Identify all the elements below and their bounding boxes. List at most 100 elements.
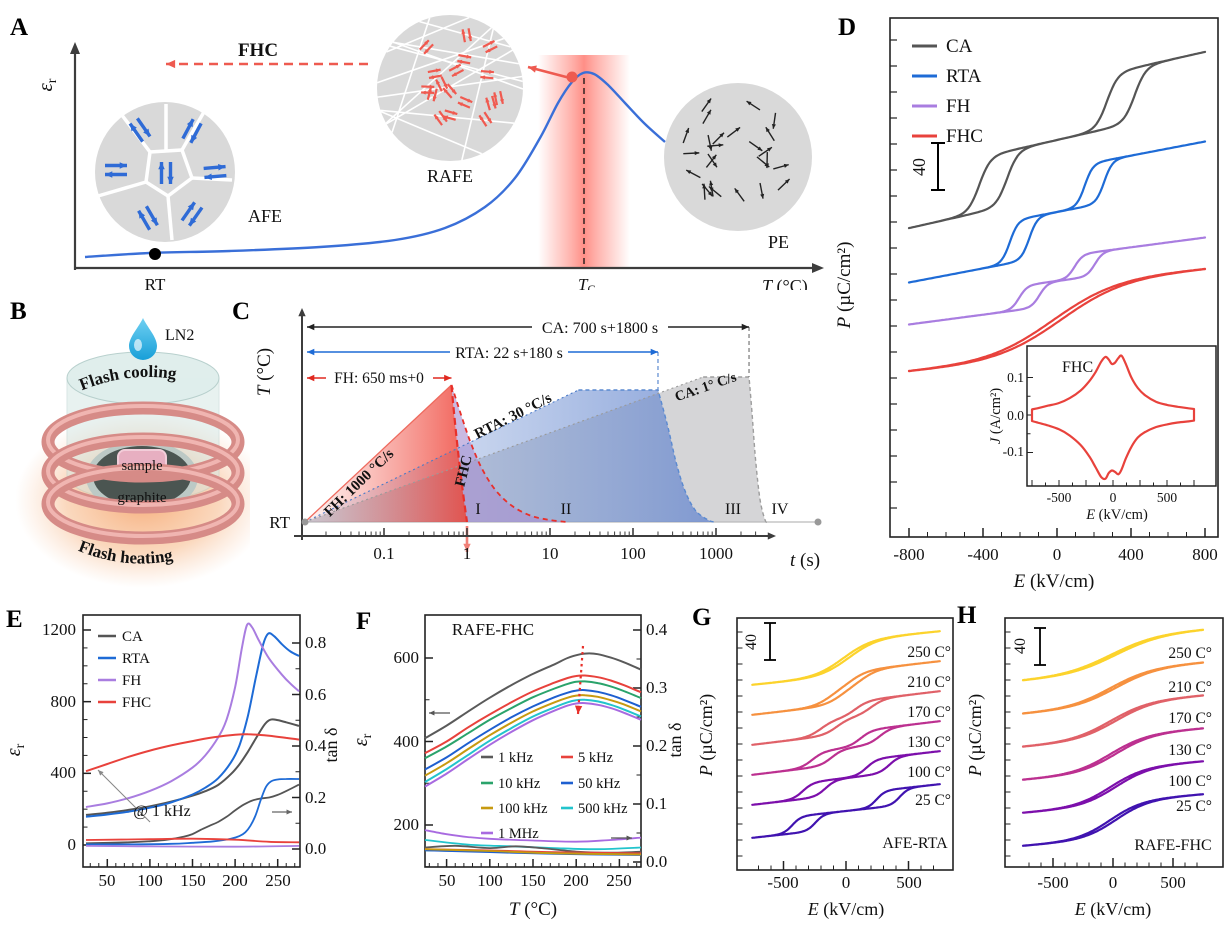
eps-curve-100 kHz: [424, 694, 642, 777]
arrowhead: [487, 118, 492, 123]
arrowhead: [626, 835, 632, 841]
arrowhead: [706, 109, 711, 115]
f-legend-1khz: 1 kHz: [498, 750, 534, 766]
arrowhead: [709, 180, 714, 186]
pe-loop-210 C°: [1021, 661, 1205, 715]
e-note-1khz: @ 1 kHz: [133, 803, 190, 820]
arrowhead: [429, 75, 434, 80]
a-ylabel: εr: [33, 78, 60, 91]
arrowhead: [158, 162, 165, 170]
arrowhead: [143, 128, 150, 137]
arrowhead: [189, 217, 197, 226]
arrowhead: [442, 116, 447, 122]
rafe-domain-walls: [386, 16, 470, 53]
graphite-label: graphite: [117, 490, 166, 506]
g-temp-250: 250 C°: [907, 644, 951, 661]
pe-loop-100 C°: [1021, 760, 1205, 814]
arrowhead: [712, 162, 717, 168]
f-xtick-150: 150: [520, 871, 546, 890]
f-rtick-03: 0.3: [646, 678, 667, 697]
f-legend-1mhz: 1 MHz: [498, 826, 539, 842]
panel-g-afe-rta-loops: 40 250 C° 210 C° 170 C° 130 C° 100 C° 25…: [696, 617, 954, 920]
heater-coil-highlight: [46, 466, 240, 538]
arrowhead: [711, 154, 717, 160]
ca-span-label: CA: 700 s+1800 s: [542, 320, 658, 337]
panel-label-d: D: [838, 14, 857, 41]
afe-domain-walls: [144, 148, 195, 199]
arrowhead: [444, 374, 452, 382]
arrowhead: [767, 532, 776, 540]
eps-curve-CA: [85, 718, 300, 816]
rafe-dipole-pair: [478, 111, 493, 127]
f-title: RAFE-FHC: [452, 620, 534, 639]
afe-dipole-pair: [158, 162, 174, 184]
g-xlabel: E (kV/cm): [807, 899, 884, 920]
arrowhead: [443, 83, 448, 89]
eps-curve-10 kHz: [424, 680, 642, 760]
arrowhead: [421, 90, 426, 95]
arrowhead: [741, 323, 750, 331]
fhc-curve-label: FHC: [453, 454, 476, 489]
afe-dipole-pair: [203, 163, 227, 181]
plot-frame: [889, 17, 1219, 538]
d-xtick-0: 0: [1053, 545, 1062, 564]
a-x-arrowhead: [812, 263, 824, 273]
tan-curve-FH: [85, 845, 300, 848]
arrowhead: [307, 323, 315, 331]
pe-loop-FH: [907, 236, 1207, 326]
rta-hold-decay-line: [578, 389, 715, 523]
rafe-domain-walls: [419, 20, 511, 48]
arrowhead: [499, 98, 504, 104]
d-legend-fh: FH: [946, 96, 971, 117]
d-xtick-m800: -800: [893, 545, 924, 564]
g-scalebar-label: 40: [743, 634, 760, 650]
afe-domain-walls: [97, 180, 147, 198]
arrowhead: [98, 770, 104, 776]
eps-curve-FHC: [85, 733, 300, 773]
f-rtick-00: 0.0: [646, 852, 667, 871]
arrowhead: [424, 40, 429, 45]
afe-dipole-pair: [181, 118, 203, 144]
arrowhead: [130, 123, 137, 132]
rafe-dipole-pair: [482, 40, 498, 54]
rafe-dipole-pair: [442, 83, 458, 99]
arrowhead: [307, 374, 315, 382]
g-corner: AFE-RTA: [882, 835, 948, 852]
arrowhead: [466, 54, 472, 59]
arrowhead: [708, 145, 713, 151]
rafe-dipole-pair: [448, 63, 465, 78]
ca-ramp-line: [304, 376, 704, 523]
panel-label-e: E: [6, 606, 23, 633]
f-legend-10khz: 10 kHz: [498, 776, 541, 792]
h-xtick-500: 500: [1160, 873, 1186, 892]
arrowhead: [783, 163, 789, 168]
eps-curve-FH: [85, 622, 300, 808]
h-temp-100: 100 C°: [1168, 773, 1212, 790]
arrowhead: [746, 101, 752, 106]
pe-loop-170 C°: [1021, 694, 1205, 748]
panel-label-a: A: [10, 14, 29, 41]
pe-loop-25 C°: [751, 783, 941, 839]
arrowhead: [167, 176, 174, 184]
d-inset-ytick-m01: -0.1: [1003, 444, 1024, 459]
pe-loop-250 C°: [751, 630, 941, 686]
arrowhead: [485, 97, 490, 103]
tan-curve-RTA: [85, 778, 300, 846]
h-temp-250: 250 C°: [1168, 645, 1212, 662]
arrowhead: [489, 69, 494, 74]
fhc-label: FHC: [238, 40, 278, 61]
rt-end-dot: [814, 518, 822, 526]
arrowhead: [528, 65, 537, 73]
h-corner: RAFE-FHC: [1134, 837, 1211, 854]
d-inset-title: FHC: [1062, 359, 1093, 376]
arrowhead: [784, 179, 790, 184]
arrowhead: [467, 98, 473, 103]
d-inset-ytick-00: 0.0: [1007, 408, 1024, 423]
d-xlabel: E (kV/cm): [1013, 571, 1095, 592]
g-ylabel: P (µC/cm²): [696, 694, 717, 777]
f-rtick-04: 0.4: [646, 620, 668, 639]
arrowhead: [204, 173, 212, 181]
tan-curve-CA: [85, 783, 300, 845]
overlap-region: [451, 385, 567, 522]
ln2-droplet: [129, 318, 157, 360]
